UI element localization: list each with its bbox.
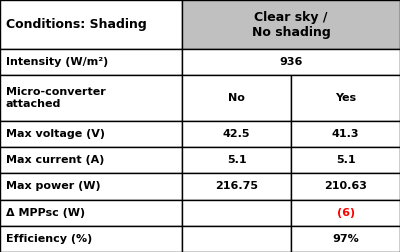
Text: (6): (6) (336, 208, 355, 218)
Text: Max power (W): Max power (W) (6, 181, 101, 191)
Bar (291, 173, 400, 200)
Text: Micro-converter
attached: Micro-converter attached (6, 87, 106, 109)
Bar (0, 200, 182, 226)
Text: 210.63: 210.63 (324, 181, 367, 191)
Bar (291, 121, 400, 147)
Bar (182, 49, 400, 75)
Text: No: No (228, 93, 245, 103)
Bar (0, 147, 182, 173)
Bar (182, 200, 291, 226)
Text: Max voltage (V): Max voltage (V) (6, 129, 105, 139)
Text: Δ MPPsc (W): Δ MPPsc (W) (6, 208, 85, 218)
Text: Yes: Yes (335, 93, 356, 103)
Text: 936: 936 (279, 57, 303, 67)
Bar (182, 147, 291, 173)
Bar (0, 49, 182, 75)
Bar (182, 226, 291, 252)
Text: 5.1: 5.1 (227, 155, 246, 165)
Bar (182, 121, 291, 147)
Bar (0, 0, 182, 49)
Bar (0, 173, 182, 200)
Text: Efficiency (%): Efficiency (%) (6, 234, 92, 244)
Text: 216.75: 216.75 (215, 181, 258, 191)
Text: 41.3: 41.3 (332, 129, 359, 139)
Bar (291, 147, 400, 173)
Text: 97%: 97% (332, 234, 359, 244)
Text: Intensity (W/m²): Intensity (W/m²) (6, 57, 108, 67)
Bar (291, 200, 400, 226)
Bar (182, 0, 400, 49)
Bar (291, 75, 400, 121)
Bar (0, 75, 182, 121)
Bar (0, 121, 182, 147)
Bar (291, 226, 400, 252)
Text: Max current (A): Max current (A) (6, 155, 104, 165)
Text: Clear sky /
No shading: Clear sky / No shading (252, 11, 330, 39)
Bar (0, 226, 182, 252)
Text: 5.1: 5.1 (336, 155, 356, 165)
Text: 42.5: 42.5 (223, 129, 250, 139)
Bar (182, 173, 291, 200)
Bar (182, 75, 291, 121)
Text: Conditions: Shading: Conditions: Shading (6, 18, 147, 31)
